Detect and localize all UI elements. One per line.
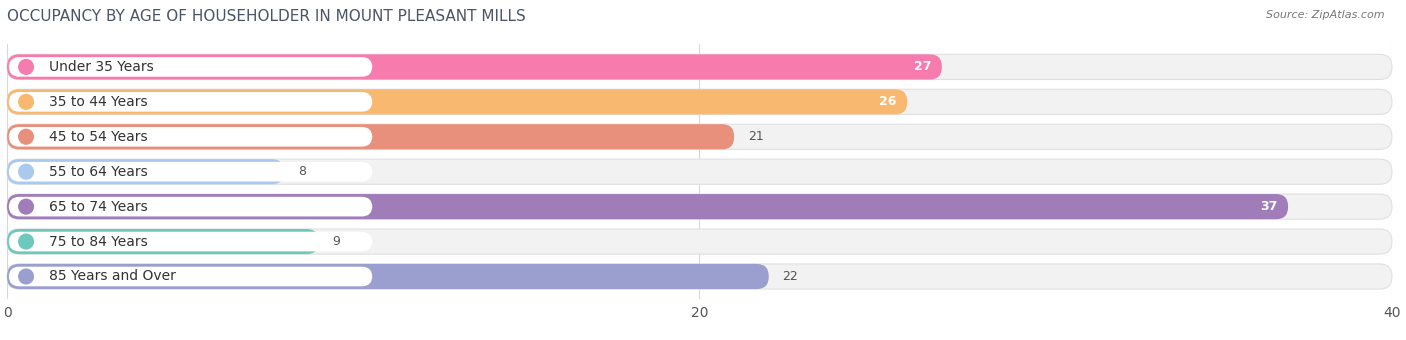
FancyBboxPatch shape <box>8 57 373 77</box>
Circle shape <box>18 95 34 109</box>
FancyBboxPatch shape <box>7 264 1392 289</box>
Text: 45 to 54 Years: 45 to 54 Years <box>49 130 148 144</box>
Text: 21: 21 <box>748 130 763 143</box>
Circle shape <box>18 199 34 214</box>
Text: 22: 22 <box>783 270 799 283</box>
FancyBboxPatch shape <box>8 197 373 217</box>
Text: Source: ZipAtlas.com: Source: ZipAtlas.com <box>1267 10 1385 20</box>
FancyBboxPatch shape <box>7 229 1392 254</box>
FancyBboxPatch shape <box>7 89 1392 115</box>
FancyBboxPatch shape <box>8 232 373 251</box>
Circle shape <box>18 59 34 74</box>
FancyBboxPatch shape <box>7 229 319 254</box>
FancyBboxPatch shape <box>8 127 373 147</box>
Text: 27: 27 <box>914 61 931 73</box>
Text: 35 to 44 Years: 35 to 44 Years <box>49 95 148 109</box>
Text: 55 to 64 Years: 55 to 64 Years <box>49 165 148 179</box>
Circle shape <box>18 269 34 284</box>
Text: OCCUPANCY BY AGE OF HOUSEHOLDER IN MOUNT PLEASANT MILLS: OCCUPANCY BY AGE OF HOUSEHOLDER IN MOUNT… <box>7 9 526 24</box>
FancyBboxPatch shape <box>8 92 373 112</box>
Text: 26: 26 <box>880 95 897 108</box>
FancyBboxPatch shape <box>8 267 373 286</box>
Text: 85 Years and Over: 85 Years and Over <box>49 270 176 284</box>
FancyBboxPatch shape <box>7 194 1392 219</box>
Text: 37: 37 <box>1260 200 1278 213</box>
FancyBboxPatch shape <box>7 54 1392 80</box>
Text: 65 to 74 Years: 65 to 74 Years <box>49 200 148 214</box>
Text: 75 to 84 Years: 75 to 84 Years <box>49 235 148 249</box>
FancyBboxPatch shape <box>7 159 1392 184</box>
Circle shape <box>18 164 34 179</box>
FancyBboxPatch shape <box>8 162 373 182</box>
Circle shape <box>18 234 34 249</box>
FancyBboxPatch shape <box>7 159 284 184</box>
Text: 8: 8 <box>298 165 307 178</box>
FancyBboxPatch shape <box>7 89 907 115</box>
FancyBboxPatch shape <box>7 54 942 80</box>
FancyBboxPatch shape <box>7 124 1392 149</box>
Text: 9: 9 <box>332 235 340 248</box>
FancyBboxPatch shape <box>7 124 734 149</box>
Text: Under 35 Years: Under 35 Years <box>49 60 153 74</box>
FancyBboxPatch shape <box>7 264 769 289</box>
FancyBboxPatch shape <box>7 194 1288 219</box>
Circle shape <box>18 130 34 144</box>
